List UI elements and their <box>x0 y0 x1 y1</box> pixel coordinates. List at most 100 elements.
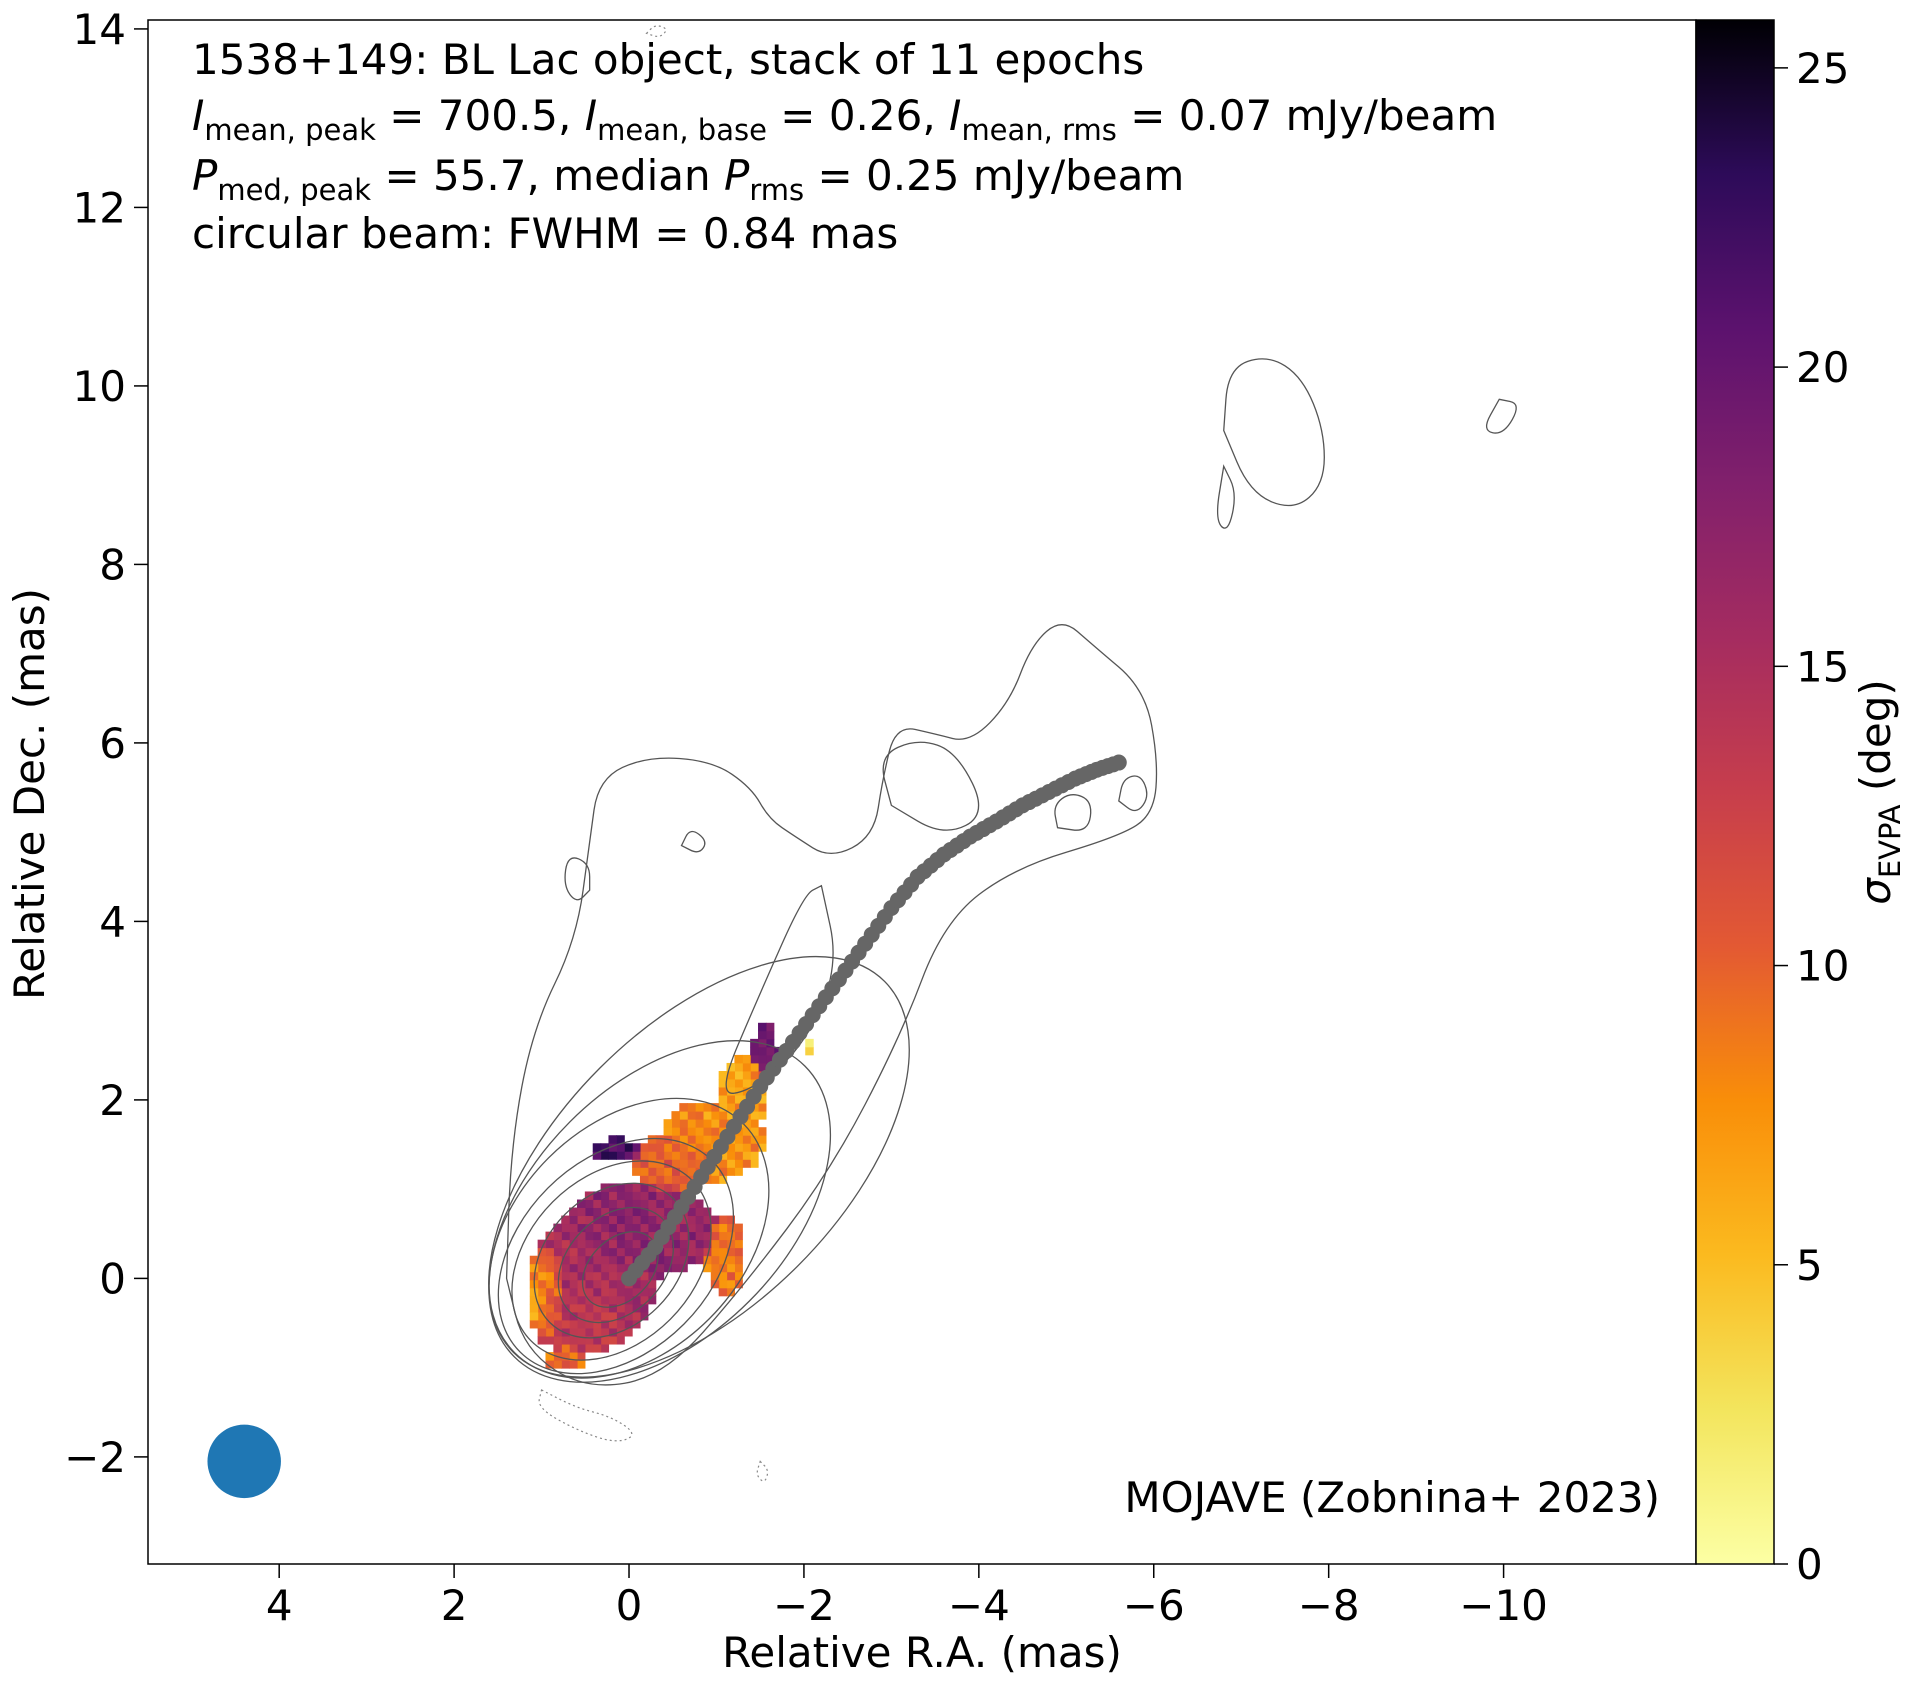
evpa-pixel <box>695 1239 704 1249</box>
evpa-pixel <box>553 1255 562 1265</box>
evpa-pixel <box>639 1175 649 1184</box>
x-tick-label: 2 <box>441 1581 468 1630</box>
evpa-pixel <box>702 1247 712 1257</box>
evpa-pixel <box>679 1231 688 1241</box>
evpa-pixel <box>718 1070 728 1080</box>
evpa-pixel <box>632 1303 641 1313</box>
evpa-pixel <box>671 1167 680 1176</box>
evpa-pixel <box>726 1263 736 1273</box>
evpa-pixel <box>545 1279 554 1289</box>
evpa-pixel <box>750 1119 759 1128</box>
evpa-pixel <box>576 1255 586 1265</box>
evpa-pixel <box>608 1231 617 1241</box>
jet-ridge-line <box>621 754 1127 1287</box>
evpa-pixel <box>600 1287 610 1297</box>
evpa-pixel <box>545 1328 554 1337</box>
evpa-pixel <box>687 1231 696 1241</box>
evpa-pixel <box>671 1183 680 1192</box>
title-line: 1538+149: BL Lac object, stack of 11 epo… <box>192 35 1144 84</box>
evpa-pixel <box>576 1287 586 1297</box>
evpa-pixel <box>600 1311 610 1321</box>
evpa-pixel <box>647 1199 657 1208</box>
evpa-pixel <box>624 1191 633 1200</box>
evpa-pixel <box>639 1143 649 1152</box>
evpa-pixel <box>616 1143 625 1152</box>
evpa-pixel <box>624 1319 633 1329</box>
evpa-pixel <box>758 1127 767 1136</box>
evpa-pixel <box>584 1311 594 1321</box>
evpa-pixel <box>726 1151 736 1160</box>
evpa-pixel <box>576 1239 586 1249</box>
jet-contour <box>725 884 834 1094</box>
evpa-pixel <box>600 1295 610 1305</box>
evpa-pixel <box>750 1127 759 1136</box>
colorbar-tick-label: 5 <box>1796 1241 1823 1290</box>
evpa-pixel <box>561 1247 570 1257</box>
evpa-pixel <box>679 1223 688 1233</box>
evpa-pixel <box>718 1287 728 1297</box>
evpa-pixel <box>584 1223 594 1233</box>
y-axis-ticks: −2 0 2 4 6 8 10 12 14 <box>64 5 148 1482</box>
evpa-pixel <box>639 1151 649 1160</box>
evpa-pixel <box>592 1311 602 1321</box>
jet-contour <box>882 741 980 831</box>
evpa-pixel <box>647 1183 657 1192</box>
evpa-pixel <box>592 1223 602 1233</box>
evpa-pixel <box>561 1255 570 1265</box>
evpa-pixel <box>537 1263 547 1273</box>
evpa-pixel <box>734 1239 743 1249</box>
evpa-pixel <box>695 1111 704 1120</box>
evpa-pixel <box>710 1231 720 1241</box>
evpa-pixel <box>561 1303 570 1313</box>
evpa-pixel <box>679 1239 688 1249</box>
evpa-pixel <box>639 1231 649 1241</box>
x-tick-label: −2 <box>773 1581 835 1630</box>
evpa-pixel <box>584 1344 594 1353</box>
evpa-pixel <box>608 1263 617 1273</box>
evpa-pixel <box>758 1022 767 1032</box>
evpa-pixel <box>702 1111 712 1120</box>
evpa-pixel <box>569 1360 578 1369</box>
evpa-pixel <box>647 1167 657 1176</box>
evpa-pixel <box>608 1303 617 1313</box>
evpa-pixel <box>553 1303 562 1313</box>
evpa-pixel <box>702 1143 712 1152</box>
evpa-pixel <box>734 1231 743 1241</box>
evpa-pixel <box>616 1336 625 1345</box>
evpa-pixel <box>718 1103 728 1112</box>
evpa-pixel <box>726 1231 736 1241</box>
evpa-pixel <box>600 1223 610 1233</box>
evpa-pixel <box>647 1279 657 1289</box>
evpa-pixel <box>663 1143 673 1152</box>
ridge-point <box>1110 754 1127 771</box>
evpa-pixel <box>679 1103 688 1112</box>
evpa-pixel <box>663 1167 673 1176</box>
evpa-pixel <box>608 1135 617 1144</box>
evpa-pixel <box>632 1191 641 1200</box>
evpa-pixel <box>600 1328 610 1337</box>
evpa-pixel <box>655 1255 665 1265</box>
evpa-pixel <box>561 1344 570 1353</box>
evpa-pixel <box>663 1175 673 1184</box>
evpa-pixel <box>545 1271 554 1281</box>
evpa-pixel <box>718 1279 728 1289</box>
evpa-pixel <box>616 1319 625 1329</box>
evpa-pixel <box>608 1328 617 1337</box>
evpa-pixel <box>734 1159 743 1168</box>
evpa-pixel <box>702 1223 712 1233</box>
evpa-pixel <box>616 1247 625 1257</box>
evpa-pixel <box>545 1239 554 1249</box>
evpa-pixel <box>734 1263 743 1273</box>
evpa-pixel <box>569 1344 578 1353</box>
evpa-pixel <box>624 1295 633 1305</box>
evpa-pixel <box>592 1295 602 1305</box>
evpa-pixel <box>734 1095 743 1104</box>
evpa-pixel <box>742 1087 751 1096</box>
evpa-pixel <box>600 1239 610 1249</box>
evpa-pixel <box>710 1167 720 1176</box>
evpa-pixel <box>663 1183 673 1192</box>
evpa-pixel <box>624 1247 633 1257</box>
evpa-pixel <box>687 1215 696 1225</box>
evpa-pixel <box>545 1247 554 1257</box>
y-tick-label: 14 <box>73 5 126 54</box>
